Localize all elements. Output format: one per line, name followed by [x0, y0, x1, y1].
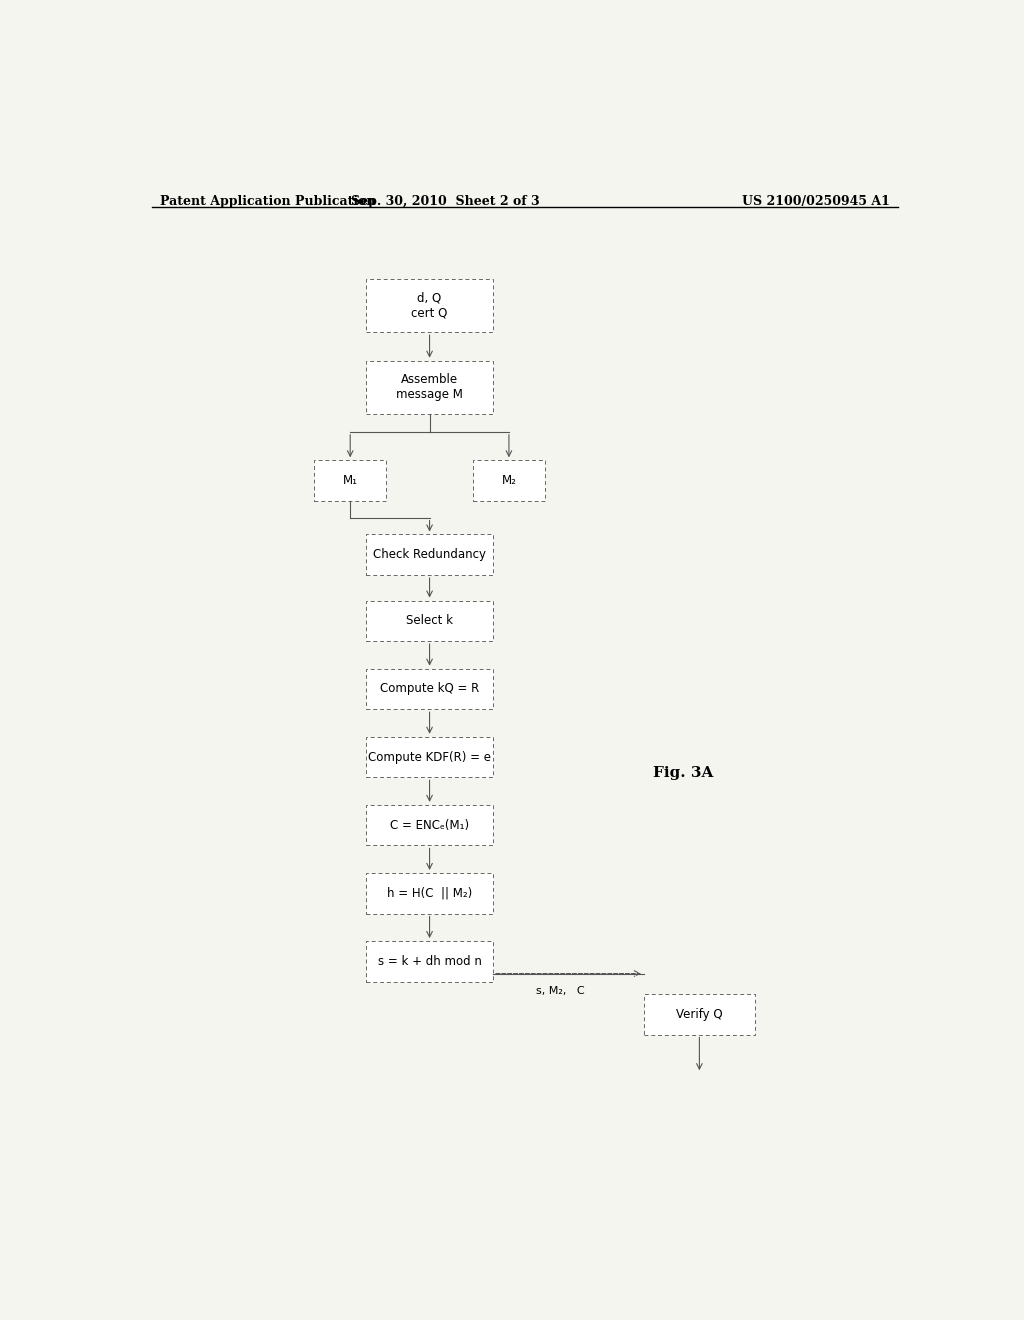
Bar — [314, 461, 386, 500]
Bar — [367, 535, 494, 576]
Bar — [367, 873, 494, 913]
Bar — [644, 994, 755, 1035]
Bar — [473, 461, 545, 500]
Text: M₁: M₁ — [343, 474, 357, 487]
Bar — [367, 669, 494, 709]
Bar — [367, 601, 494, 642]
Bar — [367, 941, 494, 982]
Bar — [367, 360, 494, 413]
Text: Compute KDF(R) = e: Compute KDF(R) = e — [368, 751, 492, 763]
Text: s = k + dh mod n: s = k + dh mod n — [378, 954, 481, 968]
Bar — [367, 280, 494, 333]
Text: h = H(C  || M₂): h = H(C || M₂) — [387, 887, 472, 900]
Text: Assemble
message M: Assemble message M — [396, 374, 463, 401]
Bar — [367, 805, 494, 846]
Text: Verify Q: Verify Q — [676, 1007, 723, 1020]
Text: Sep. 30, 2010  Sheet 2 of 3: Sep. 30, 2010 Sheet 2 of 3 — [351, 195, 540, 209]
Text: C = ENCₑ(M₁): C = ENCₑ(M₁) — [390, 818, 469, 832]
Text: US 2100/0250945 A1: US 2100/0250945 A1 — [742, 195, 890, 209]
Text: Compute kQ = R: Compute kQ = R — [380, 682, 479, 696]
Text: Check Redundancy: Check Redundancy — [373, 548, 486, 561]
Text: Fig. 3A: Fig. 3A — [653, 767, 714, 780]
Bar — [367, 737, 494, 777]
Text: d, Q
cert Q: d, Q cert Q — [412, 292, 447, 319]
Text: Select k: Select k — [407, 614, 453, 627]
Text: s, M₂,   C: s, M₂, C — [537, 986, 585, 995]
Text: M₂: M₂ — [502, 474, 516, 487]
Text: Patent Application Publication: Patent Application Publication — [160, 195, 375, 209]
